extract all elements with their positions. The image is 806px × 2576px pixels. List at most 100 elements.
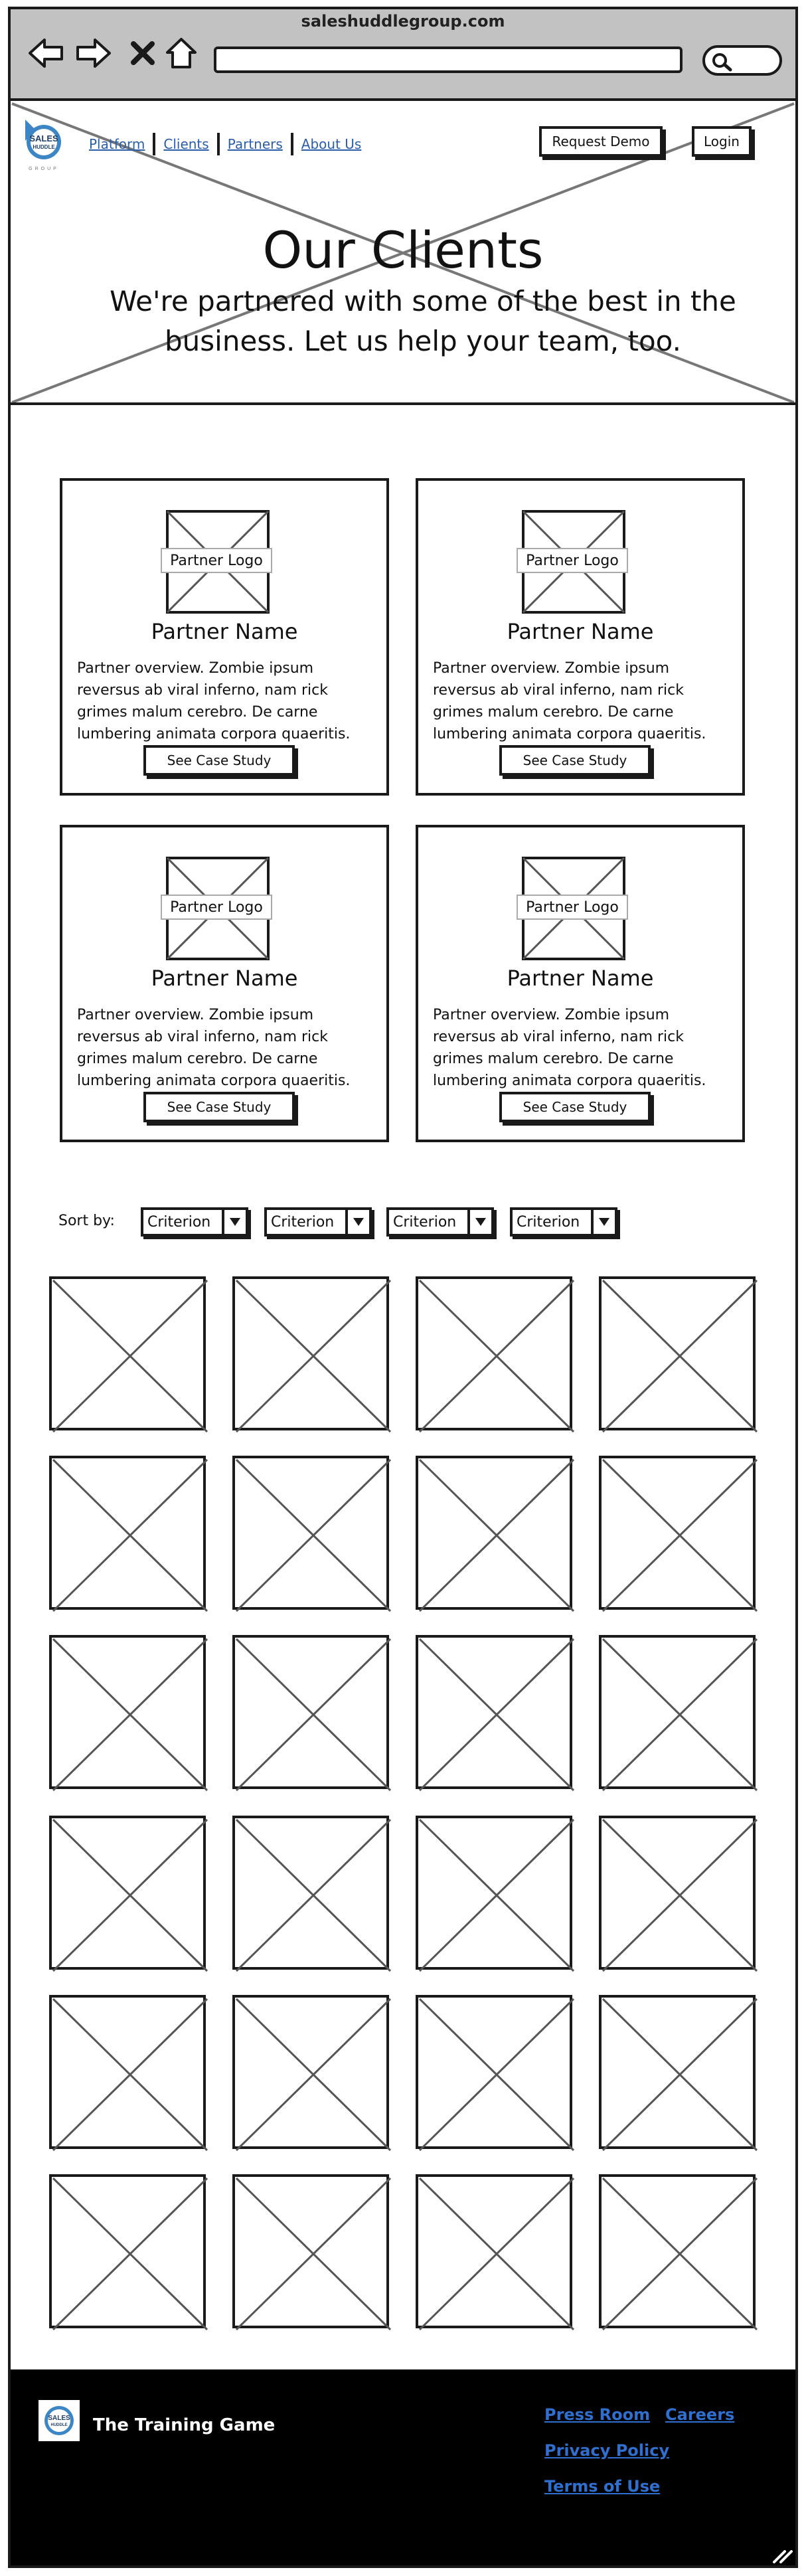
footer-logo-line1: SALES: [48, 2415, 70, 2422]
criterion-dropdown[interactable]: Criterion: [386, 1207, 494, 1237]
forward-arrow-icon[interactable]: [74, 35, 113, 72]
client-logo-placeholder[interactable]: [49, 1816, 208, 1972]
partner-description: Partner overview. Zombie ipsum reversus …: [433, 1007, 706, 1089]
footer-link-terms-of-use[interactable]: Terms of Use: [544, 2477, 661, 2496]
back-arrow-icon[interactable]: [27, 35, 65, 72]
client-logo-placeholder[interactable]: [49, 1995, 208, 2152]
close-icon[interactable]: [123, 35, 162, 72]
client-logo-placeholder[interactable]: [416, 1816, 575, 1972]
footer-link-press-room[interactable]: Press Room: [544, 2405, 651, 2424]
image-placeholder-icon: [52, 1998, 208, 2152]
image-placeholder-icon: [235, 1998, 392, 2152]
see-case-study-button[interactable]: See Case Study: [143, 745, 295, 776]
footer-brand: The Training Game: [93, 2415, 276, 2435]
nav-link-partners[interactable]: Partners: [227, 136, 283, 152]
page-title: Our Clients: [262, 220, 544, 280]
image-placeholder-icon: [602, 1818, 758, 1972]
logo-line2: HUDDLE: [33, 144, 55, 150]
client-logo-placeholder[interactable]: [416, 1995, 575, 2152]
client-logo-placeholder[interactable]: [416, 1276, 575, 1433]
nav-divider: [153, 133, 156, 155]
criterion-dropdown[interactable]: Criterion: [510, 1207, 617, 1237]
image-placeholder-icon: [235, 1279, 392, 1433]
client-logo-placeholder[interactable]: [49, 1635, 208, 1792]
client-logo-placeholder[interactable]: [416, 1635, 575, 1792]
client-logo-placeholder[interactable]: [599, 1816, 758, 1972]
partner-description: Partner overview. Zombie ipsum reversus …: [77, 1007, 351, 1089]
browser-url-title: saleshuddlegroup.com: [301, 12, 505, 31]
top-nav: Platform Clients Partners About Us: [81, 133, 369, 155]
image-placeholder-icon: [602, 1279, 758, 1433]
nav-link-platform[interactable]: Platform: [89, 136, 145, 152]
partner-logo-label: Partner Logo: [517, 895, 628, 920]
logo-line1: SALES: [29, 133, 58, 143]
partner-card: Partner Logo Partner Name Partner overvi…: [60, 825, 389, 1142]
partner-logo-label: Partner Logo: [161, 548, 272, 573]
see-case-study-button[interactable]: See Case Study: [499, 745, 651, 776]
criterion-dropdown[interactable]: Criterion: [141, 1207, 248, 1237]
image-placeholder-icon: [602, 1638, 758, 1792]
client-logo-placeholder[interactable]: [49, 1276, 208, 1433]
criterion-dropdown[interactable]: Criterion: [264, 1207, 372, 1237]
client-logo-placeholder[interactable]: [49, 1456, 208, 1612]
hero-placeholder-x: [11, 102, 795, 402]
image-placeholder-icon: [418, 2177, 575, 2331]
client-logo-placeholder[interactable]: [599, 1456, 758, 1612]
criterion-value: Criterion: [393, 1213, 457, 1231]
partner-name: Partner Name: [151, 619, 298, 644]
client-logo-placeholder[interactable]: [416, 2174, 575, 2331]
chevron-down-icon: [222, 1210, 246, 1234]
image-placeholder-icon: [52, 1818, 208, 1972]
search-icon: [712, 53, 732, 72]
footer-link-careers[interactable]: Careers: [665, 2405, 735, 2424]
image-placeholder-icon: [418, 1638, 575, 1792]
resize-handle-icon[interactable]: [770, 2547, 794, 2567]
home-icon[interactable]: [162, 35, 201, 72]
client-logo-placeholder[interactable]: [599, 1276, 758, 1433]
client-logo-placeholder[interactable]: [599, 2174, 758, 2331]
nav-link-about-us[interactable]: About Us: [301, 136, 362, 152]
footer-logo-line2: HUDDLE: [51, 2423, 68, 2427]
client-logo-placeholder[interactable]: [599, 1995, 758, 2152]
client-logo-placeholder[interactable]: [49, 2174, 208, 2331]
client-logo-placeholder[interactable]: [232, 1816, 392, 1972]
footer-logo[interactable]: SALES HUDDLE: [39, 2400, 80, 2444]
sales-huddle-logo[interactable]: SALES HUDDLE GROUP: [19, 117, 74, 175]
client-logo-placeholder[interactable]: [232, 1456, 392, 1612]
image-placeholder-icon: [602, 1458, 758, 1612]
nav-link-clients[interactable]: Clients: [163, 136, 209, 152]
partner-description: Partner overview. Zombie ipsum reversus …: [433, 660, 706, 742]
hero-section: [11, 101, 795, 405]
image-placeholder-icon: [418, 1279, 575, 1433]
image-placeholder-icon: [418, 1818, 575, 1972]
login-button[interactable]: Login: [692, 126, 752, 157]
see-case-study-button[interactable]: See Case Study: [499, 1092, 651, 1122]
chevron-down-icon: [467, 1210, 491, 1234]
chevron-down-icon: [345, 1210, 369, 1234]
sort-label: Sort by:: [58, 1213, 115, 1229]
image-placeholder-icon: [52, 1458, 208, 1612]
partner-name: Partner Name: [507, 966, 654, 991]
address-bar[interactable]: [214, 46, 683, 73]
client-logo-placeholder[interactable]: [232, 1635, 392, 1792]
logo-line3: GROUP: [29, 167, 59, 171]
client-logo-placeholder[interactable]: [232, 1276, 392, 1433]
partner-name: Partner Name: [151, 966, 298, 991]
browser-search-field[interactable]: [702, 45, 782, 76]
nav-divider: [216, 133, 220, 155]
request-demo-button[interactable]: Request Demo: [539, 126, 663, 157]
footer-link-privacy-policy[interactable]: Privacy Policy: [544, 2441, 670, 2460]
client-logo-placeholder[interactable]: [599, 1635, 758, 1792]
footer: [11, 2369, 795, 2565]
see-case-study-button[interactable]: See Case Study: [143, 1092, 295, 1122]
partner-card: Partner Logo Partner Name Partner overvi…: [416, 825, 745, 1142]
client-logo-placeholder[interactable]: [416, 1456, 575, 1612]
criterion-value: Criterion: [147, 1213, 211, 1231]
partner-card: Partner Logo Partner Name Partner overvi…: [60, 478, 389, 796]
image-placeholder-icon: [235, 2177, 392, 2331]
client-logo-placeholder[interactable]: [232, 1995, 392, 2152]
image-placeholder-icon: [52, 1638, 208, 1792]
chevron-down-icon: [591, 1210, 615, 1234]
client-logo-placeholder[interactable]: [232, 2174, 392, 2331]
partner-logo-label: Partner Logo: [161, 895, 272, 920]
